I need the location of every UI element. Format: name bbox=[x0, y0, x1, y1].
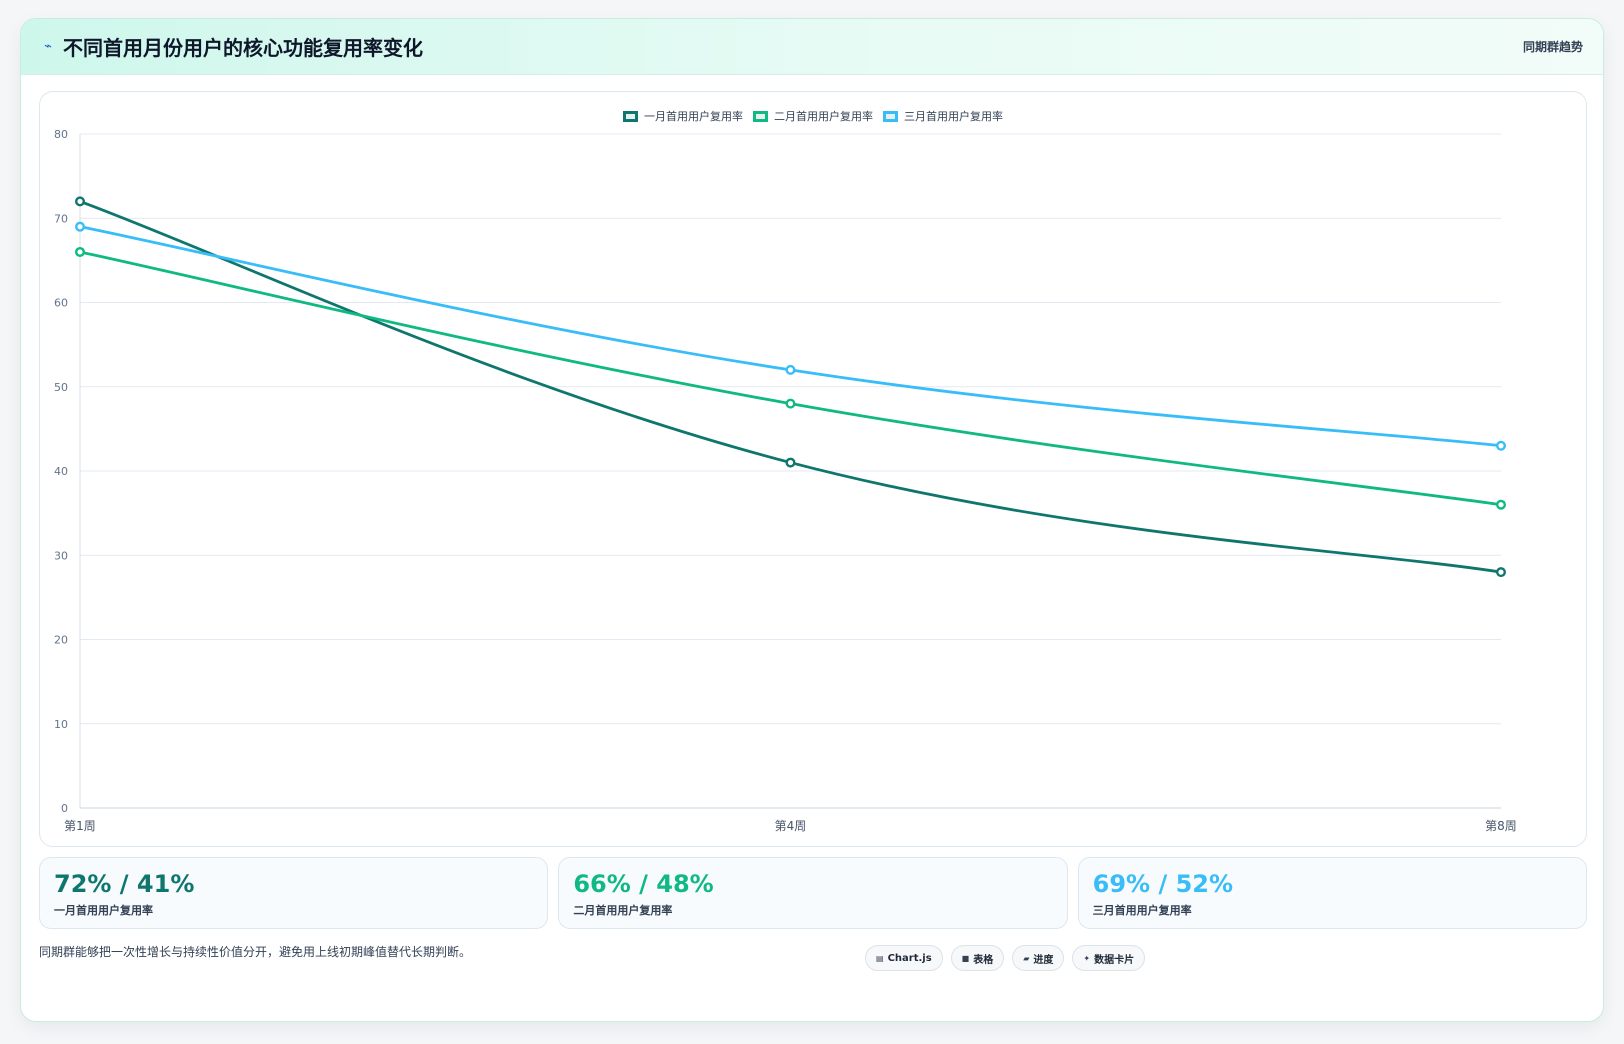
lightning-icon: ⌁ bbox=[44, 39, 52, 54]
header-tag: 同期群趋势 bbox=[1522, 40, 1583, 54]
progress-icon: ▰ bbox=[1023, 953, 1030, 963]
series-line-3 bbox=[79, 225, 1502, 448]
x-tick-label: 第8周 bbox=[1485, 819, 1517, 833]
y-tick-label: 70 bbox=[54, 212, 68, 225]
stat-card: 69% / 52% 三月首用用户复用率 bbox=[1077, 857, 1587, 929]
stat-label: 二月首用用户复用率 bbox=[573, 904, 673, 917]
x-tick-label: 第1周 bbox=[64, 819, 96, 833]
data-point[interactable] bbox=[785, 457, 796, 468]
badge-label: 数据卡片 bbox=[1094, 954, 1135, 966]
data-point[interactable] bbox=[75, 246, 86, 257]
y-tick-label: 10 bbox=[54, 718, 68, 731]
card-header: ⌁ 不同首用月份用户的核心功能复用率变化 同期群趋势 bbox=[21, 19, 1603, 75]
data-point[interactable] bbox=[1495, 499, 1506, 510]
sparkle-icon: ✦ bbox=[1083, 953, 1091, 963]
y-tick-label: 0 bbox=[61, 802, 68, 815]
x-tick-label: 第4周 bbox=[775, 819, 807, 833]
legend-swatch bbox=[623, 110, 638, 122]
chart-panel: 0 10 20 30 40 50 60 70 80 第1周 第4周 第8周 一月首用用户复用率 二月首用… bbox=[39, 91, 1587, 847]
badge-table[interactable]: ■ 表格 bbox=[950, 945, 1005, 971]
badge-sparkle[interactable]: ✦ 数据卡片 bbox=[1072, 945, 1146, 971]
legend-item[interactable]: 三月首用用户复用率 bbox=[883, 108, 1003, 124]
data-point[interactable] bbox=[75, 196, 86, 207]
stat-cards: 72% / 41% 一月首用用户复用率 66% / 48% 二月首用用户复用率 69% … bbox=[39, 857, 1587, 929]
legend-swatch bbox=[753, 110, 768, 122]
legend-label: 二月首用用户复用率 bbox=[774, 110, 873, 123]
y-tick-label: 80 bbox=[54, 128, 68, 141]
stat-value: 66% / 48% bbox=[573, 870, 714, 898]
y-tick-label: 40 bbox=[54, 465, 68, 478]
card-footer: 同期群能够把一次性增长与持续性价值分开，避免用上线初期峰值替代长期判断。 ▤ Ch… bbox=[39, 943, 1587, 971]
y-tick-label: 60 bbox=[54, 297, 68, 310]
badge-list: ▤ Chart.js ■ 表格 ▰ 进度 ✦ 数据卡片 bbox=[865, 945, 1146, 971]
footer-note: 同期群能够把一次性增长与持续性价值分开，避免用上线初期峰值替代长期判断。 bbox=[39, 945, 472, 959]
legend-label: 一月首用用户复用率 bbox=[644, 110, 743, 123]
badge-chart[interactable]: ▤ Chart.js bbox=[865, 945, 943, 971]
legend-item[interactable]: 一月首用用户复用率 bbox=[623, 108, 743, 124]
stat-card: 66% / 48% 二月首用用户复用率 bbox=[558, 857, 1068, 929]
chart-icon: ▤ bbox=[876, 953, 884, 963]
chart-card: ⌁ 不同首用月份用户的核心功能复用率变化 同期群趋势 0 10 20 30 40 50 60… bbox=[20, 18, 1604, 1022]
data-point[interactable] bbox=[1495, 440, 1506, 451]
data-point[interactable] bbox=[785, 398, 796, 409]
data-point[interactable] bbox=[785, 364, 796, 375]
y-tick-label: 50 bbox=[54, 381, 68, 394]
data-point[interactable] bbox=[1495, 567, 1506, 578]
badge-label: 进度 bbox=[1033, 954, 1054, 966]
legend-swatch bbox=[883, 110, 898, 122]
stat-label: 一月首用用户复用率 bbox=[54, 904, 153, 917]
line-chart: 0 10 20 30 40 50 60 70 80 第1周 第4周 第8周 bbox=[54, 128, 1517, 833]
stat-value: 69% / 52% bbox=[1092, 870, 1234, 898]
data-point[interactable] bbox=[75, 221, 86, 232]
title-group: ⌁ 不同首用月份用户的核心功能复用率变化 bbox=[41, 32, 423, 61]
table-icon: ■ bbox=[961, 953, 970, 963]
legend-label: 三月首用用户复用率 bbox=[904, 110, 1003, 123]
badge-label: 表格 bbox=[973, 954, 994, 966]
badge-progress[interactable]: ▰ 进度 bbox=[1012, 945, 1065, 971]
card-title: 不同首用月份用户的核心功能复用率变化 bbox=[63, 36, 423, 60]
chart-legend: 一月首用用户复用率 二月首用用户复用率 三月首用用户复用率 bbox=[40, 108, 1586, 124]
y-tick-label: 20 bbox=[54, 634, 68, 647]
stat-label: 三月首用用户复用率 bbox=[1092, 904, 1192, 917]
y-tick-label: 30 bbox=[54, 549, 68, 562]
badge-label: Chart.js bbox=[887, 952, 932, 964]
stat-value: 72% / 41% bbox=[54, 870, 195, 898]
legend-item[interactable]: 二月首用用户复用率 bbox=[753, 108, 873, 124]
stat-card: 72% / 41% 一月首用用户复用率 bbox=[39, 857, 549, 929]
